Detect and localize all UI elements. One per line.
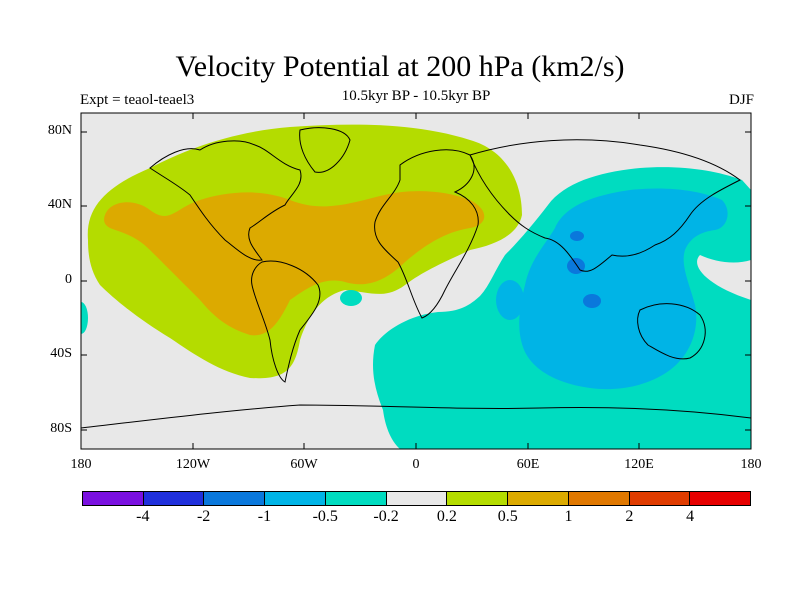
- color-legend-bar: [82, 491, 751, 506]
- lat-label-0: 0: [65, 272, 72, 287]
- map-subtitle: 10.5kyr BP - 10.5kyr BP: [341, 88, 491, 104]
- legend-swatch: [265, 492, 326, 505]
- lat-label-40s: 40S: [50, 346, 72, 361]
- lon-label-180e: 180: [740, 457, 762, 472]
- negative-core-bay: [567, 258, 585, 274]
- contour-field: [81, 113, 751, 449]
- legend-label: -4: [136, 508, 150, 525]
- negative-spot-pacific: [81, 302, 88, 334]
- lat-label-80s: 80S: [50, 421, 72, 436]
- lon-label-180w: 180: [70, 457, 92, 472]
- negative-spot-atlantic: [340, 290, 362, 306]
- legend-label: 1: [564, 508, 573, 525]
- legend-swatch: [690, 492, 751, 505]
- legend-swatch: [508, 492, 569, 505]
- negative-core-india: [570, 231, 584, 241]
- legend-swatch: [325, 492, 387, 505]
- legend-label: -0.5: [312, 508, 338, 525]
- legend-swatch: [629, 492, 691, 505]
- legend-swatch: [143, 492, 205, 505]
- lon-label-60w: 60W: [290, 457, 318, 472]
- experiment-label: Expt = teaol-teael3: [80, 92, 195, 108]
- lat-label-40n: 40N: [47, 197, 72, 212]
- coastlines: [81, 127, 751, 429]
- positive-region-moderate: [104, 191, 485, 336]
- lat-label-80n: 80N: [47, 123, 72, 138]
- negative-core-ocean: [583, 294, 601, 308]
- legend-swatch: [568, 492, 630, 505]
- lon-label-60e: 60E: [516, 457, 540, 472]
- lat-ticks: [81, 131, 751, 431]
- legend-label: 0.5: [497, 508, 518, 525]
- season-label: DJF: [728, 92, 754, 108]
- legend-swatch: [386, 492, 448, 505]
- legend-swatch: [83, 492, 144, 505]
- negative-spot-africa: [496, 280, 524, 320]
- lon-label-120e: 120E: [624, 457, 654, 472]
- legend-swatch: [204, 492, 266, 505]
- lon-label-120w: 120W: [175, 457, 211, 472]
- legend-label: -2: [196, 508, 211, 525]
- legend-swatch: [447, 492, 509, 505]
- legend-label: 2: [625, 508, 634, 525]
- lon-ticks: [192, 113, 640, 449]
- map-title: Velocity Potential at 200 hPa (km2/s): [175, 50, 625, 83]
- legend-label: 0.2: [436, 508, 457, 525]
- lon-label-0: 0: [412, 457, 420, 472]
- legend-label: -1: [257, 508, 272, 525]
- legend-label: -0.2: [373, 508, 399, 525]
- legend-label: 4: [686, 508, 695, 525]
